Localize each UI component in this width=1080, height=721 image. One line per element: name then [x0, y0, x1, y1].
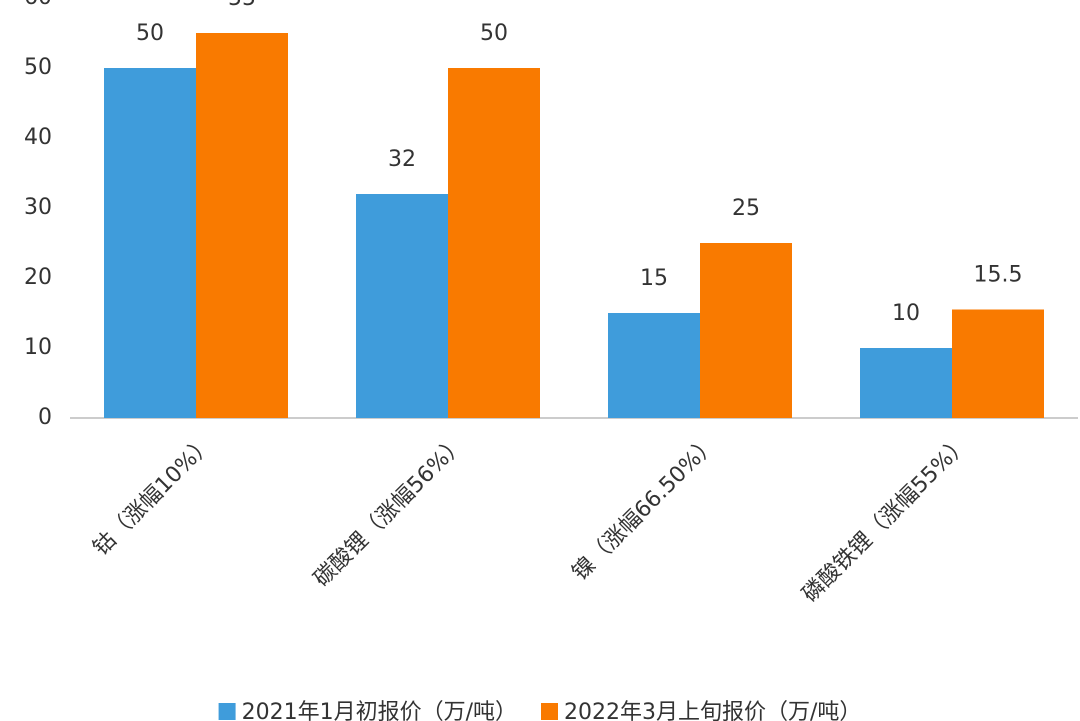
y-tick-label: 40	[24, 125, 52, 150]
x-tick-label: 碳酸锂（涨幅56%）	[309, 431, 470, 592]
y-tick-label: 50	[24, 55, 52, 80]
y-tick-label: 0	[38, 405, 52, 430]
value-label: 15	[640, 266, 668, 291]
x-tick-label: 磷酸铁锂（涨幅55%）	[798, 431, 975, 608]
value-label: 50	[136, 21, 164, 46]
legend-swatch	[541, 703, 558, 720]
legend-swatch	[218, 703, 236, 720]
value-label: 32	[388, 147, 416, 172]
bar	[608, 313, 700, 418]
legend-label: 2022年3月上旬报价（万/吨）	[564, 700, 861, 721]
bar	[104, 68, 196, 418]
y-tick-label: 20	[24, 265, 52, 290]
bar	[196, 33, 288, 418]
value-label: 25	[732, 196, 760, 221]
value-label: 55	[228, 0, 256, 11]
bar	[952, 309, 1044, 418]
x-tick-label: 镍（涨幅66.50%）	[568, 431, 723, 586]
x-tick-label: 钴（涨幅10%）	[88, 431, 218, 561]
legend-label: 2021年1月初报价（万/吨）	[242, 700, 517, 721]
value-label: 50	[480, 21, 508, 46]
y-tick-label: 60	[24, 0, 52, 10]
value-label: 10	[892, 301, 920, 326]
y-tick-label: 30	[24, 195, 52, 220]
y-tick-label: 10	[24, 335, 52, 360]
bar	[700, 243, 792, 418]
value-label: 15.5	[974, 263, 1023, 288]
bar	[356, 194, 448, 418]
bar	[448, 68, 540, 418]
bar	[860, 348, 952, 418]
